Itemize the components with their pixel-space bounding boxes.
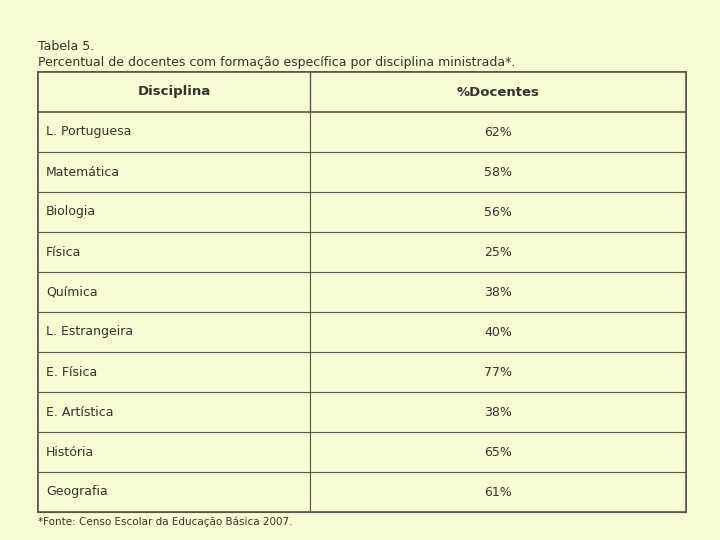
Text: E. Artística: E. Artística [46,406,114,419]
Text: 38%: 38% [484,406,512,419]
Text: 56%: 56% [484,206,512,219]
Text: 61%: 61% [485,485,512,498]
Text: Matemática: Matemática [46,165,120,179]
Bar [38,392,686,432]
Text: L. Portuguesa: L. Portuguesa [46,125,131,138]
Bar [38,312,686,352]
Text: Biologia: Biologia [46,206,96,219]
Text: 38%: 38% [484,286,512,299]
Text: %Docentes: %Docentes [456,85,539,98]
Text: 58%: 58% [484,165,512,179]
Text: E. Física: E. Física [46,366,97,379]
Text: Química: Química [46,286,98,299]
Bar [38,72,686,112]
Bar [38,472,686,512]
Bar [38,192,686,232]
Text: Disciplina: Disciplina [138,85,211,98]
Text: Percentual de docentes com formação específica por disciplina ministrada*.: Percentual de docentes com formação espe… [38,56,516,69]
Bar [38,152,686,192]
Bar [38,272,686,312]
Text: L. Estrangeira: L. Estrangeira [46,326,133,339]
Text: Geografia: Geografia [46,485,108,498]
Bar [38,352,686,392]
Text: Tabela 5.: Tabela 5. [38,40,94,53]
Text: 40%: 40% [484,326,512,339]
Text: 62%: 62% [485,125,512,138]
Bar [38,72,686,512]
Bar [38,432,686,472]
Bar [38,232,686,272]
Text: 25%: 25% [484,246,512,259]
Text: 77%: 77% [484,366,512,379]
Text: *Fonte: Censo Escolar da Educação Básica 2007.: *Fonte: Censo Escolar da Educação Básica… [38,517,292,527]
Bar [38,112,686,152]
Text: 65%: 65% [484,446,512,458]
Text: Física: Física [46,246,81,259]
Text: História: História [46,446,94,458]
